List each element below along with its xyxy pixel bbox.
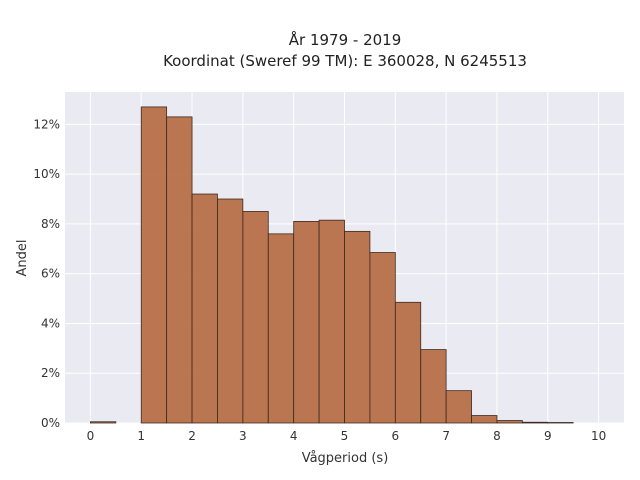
- x-tick-label: 5: [341, 429, 349, 443]
- y-tick-label: 2%: [41, 366, 60, 380]
- x-axis-label: Vågperiod (s): [302, 451, 389, 466]
- y-axis-ticks: 0% 2% 4% 6% 8% 10% 12%: [33, 117, 60, 430]
- x-tick-label: 7: [442, 429, 450, 443]
- histogram-bar: [521, 421, 549, 424]
- histogram-bar: [90, 421, 117, 424]
- histogram-bar: [445, 390, 472, 424]
- chart-title-line-1: År 1979 - 2019: [289, 30, 402, 49]
- histogram-bars: [90, 106, 574, 424]
- y-tick-label: 12%: [33, 117, 60, 131]
- histogram-bar: [394, 301, 422, 424]
- y-axis-label: Andel: [15, 240, 30, 277]
- y-tick-label: 0%: [41, 416, 60, 430]
- x-tick-label: 3: [239, 429, 247, 443]
- y-tick-label: 10%: [33, 167, 60, 181]
- histogram-bar: [267, 233, 295, 424]
- y-tick-label: 8%: [41, 217, 60, 231]
- x-tick-label: 10: [591, 429, 606, 443]
- histogram-bar: [293, 221, 320, 424]
- histogram-bar: [344, 230, 371, 424]
- histogram-bar: [496, 420, 523, 424]
- histogram-bar: [217, 198, 244, 424]
- x-tick-label: 0: [87, 429, 95, 443]
- x-tick-label: 1: [137, 429, 145, 443]
- x-tick-label: 2: [188, 429, 196, 443]
- histogram-bar: [242, 211, 269, 424]
- histogram-bar: [471, 415, 498, 424]
- y-tick-label: 4%: [41, 316, 60, 330]
- x-axis-ticks: 0 1 2 3 4 5 6 7 8 9 10: [87, 429, 607, 443]
- x-tick-label: 8: [493, 429, 501, 443]
- chart-title-line-2: Koordinat (Sweref 99 TM): E 360028, N 62…: [163, 52, 527, 70]
- histogram-bar: [318, 219, 345, 424]
- x-tick-label: 9: [544, 429, 552, 443]
- histogram-bar: [191, 193, 218, 424]
- histogram-bar: [420, 349, 447, 424]
- histogram-bar: [166, 116, 193, 424]
- histogram-bar: [369, 252, 396, 424]
- y-tick-label: 6%: [41, 267, 60, 281]
- x-tick-label: 4: [290, 429, 298, 443]
- histogram-bar: [140, 106, 168, 424]
- x-tick-label: 6: [391, 429, 399, 443]
